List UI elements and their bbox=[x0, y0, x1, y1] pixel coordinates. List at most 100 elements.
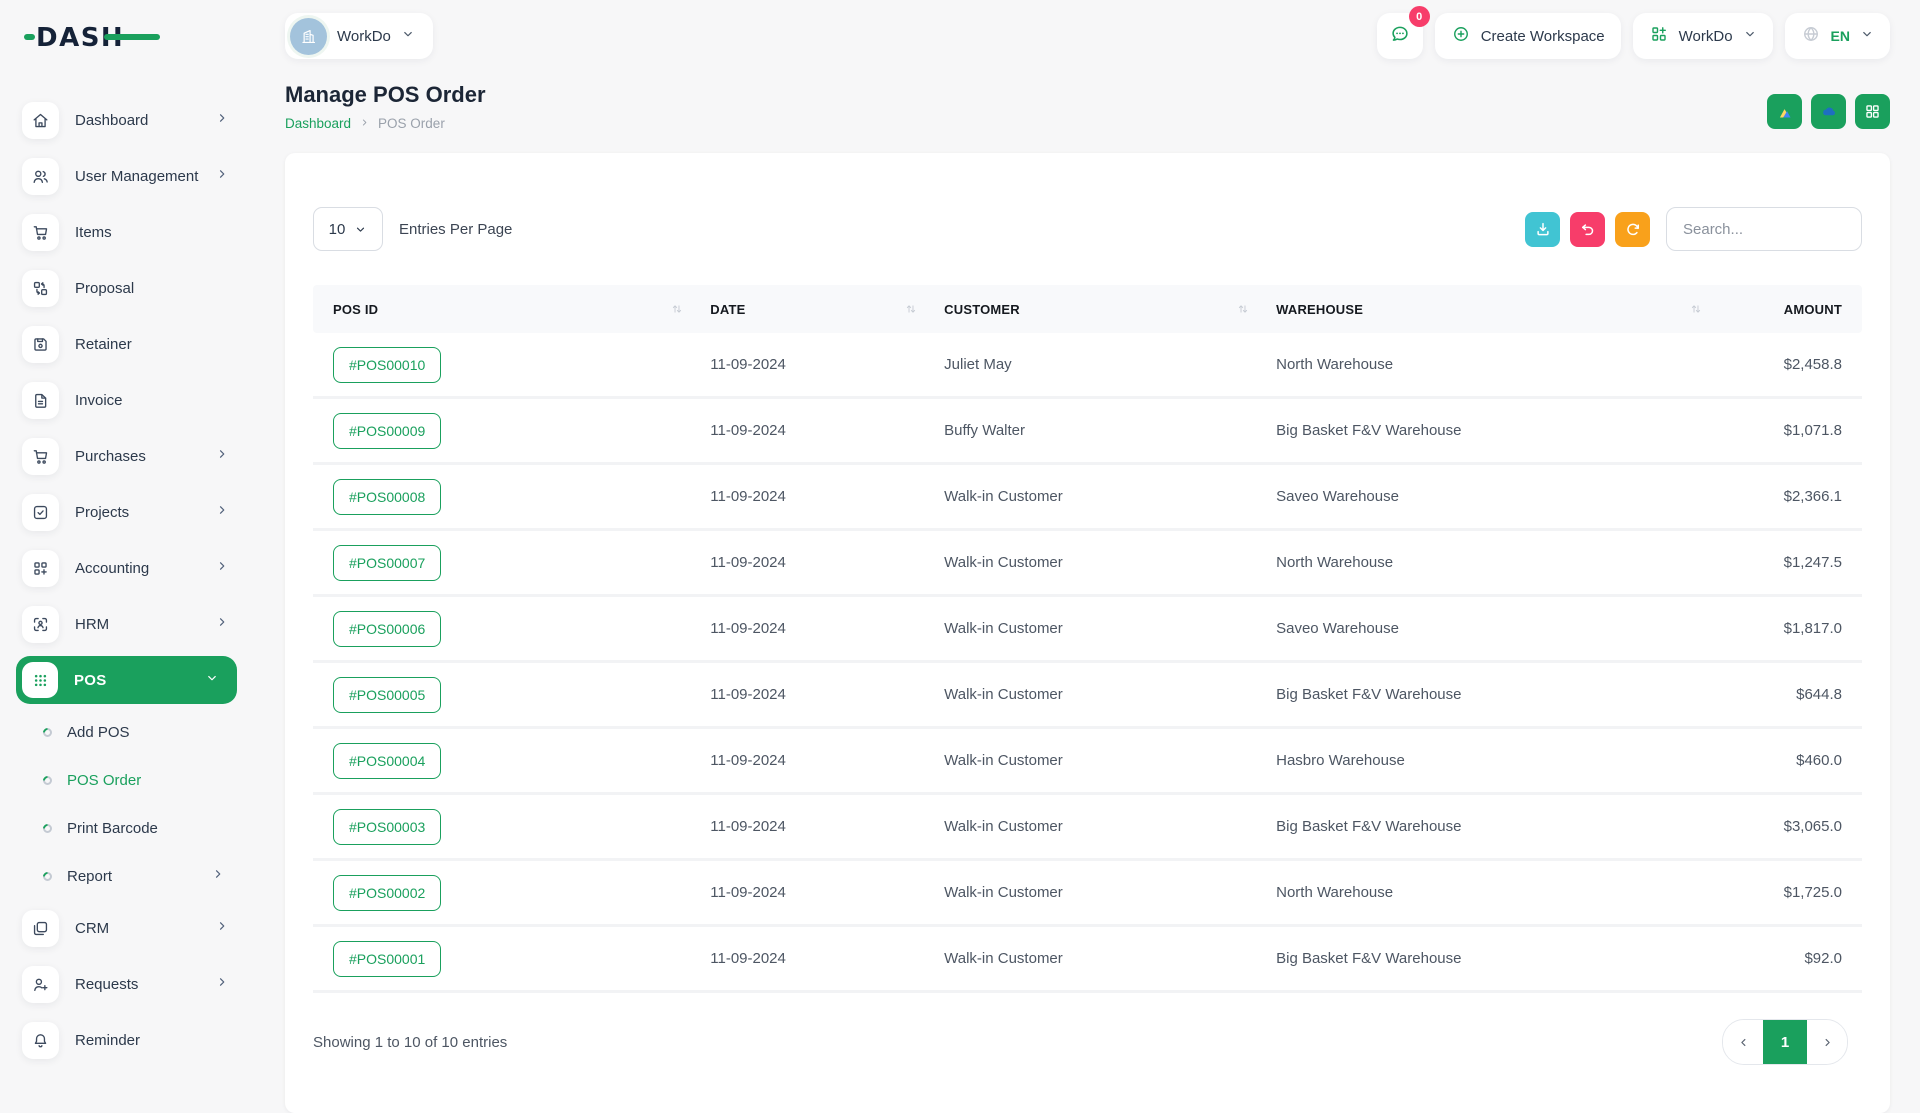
sidebar-item-label: Projects bbox=[75, 504, 199, 521]
pos-id-link[interactable]: #POS00004 bbox=[333, 743, 441, 779]
table-row: #POS00001 11-09-2024 Walk-in Customer Bi… bbox=[313, 927, 1862, 993]
download-icon bbox=[1534, 220, 1552, 238]
sidebar-item-purchases[interactable]: Purchases bbox=[0, 428, 253, 484]
sort-icon[interactable] bbox=[670, 302, 684, 316]
create-workspace-button[interactable]: Create Workspace bbox=[1435, 13, 1621, 59]
chevron-down-icon bbox=[1743, 27, 1757, 45]
grid-icon bbox=[1863, 102, 1882, 121]
refresh-button[interactable] bbox=[1615, 212, 1650, 247]
chevron-left-icon bbox=[1737, 1036, 1750, 1049]
breadcrumb-dashboard-link[interactable]: Dashboard bbox=[285, 116, 351, 131]
bullet-icon bbox=[41, 726, 54, 739]
pos-id-link[interactable]: #POS00008 bbox=[333, 479, 441, 515]
cell-date: 11-09-2024 bbox=[710, 884, 944, 901]
column-header-customer[interactable]: CUSTOMER bbox=[944, 302, 1276, 317]
sidebar-subitem-pos-order[interactable]: POS Order bbox=[0, 756, 253, 804]
workspace-selector[interactable]: WorkDo bbox=[285, 13, 433, 59]
pos-id-link[interactable]: #POS00010 bbox=[333, 347, 441, 383]
sidebar-subitem-add-pos[interactable]: Add POS bbox=[0, 708, 253, 756]
next-page-button[interactable] bbox=[1807, 1020, 1847, 1064]
pos-id-link[interactable]: #POS00003 bbox=[333, 809, 441, 845]
google-drive-button[interactable] bbox=[1767, 94, 1802, 129]
cell-amount: $1,247.5 bbox=[1729, 554, 1842, 571]
export-button[interactable] bbox=[1525, 212, 1560, 247]
pos-id-link[interactable]: #POS00005 bbox=[333, 677, 441, 713]
user-plus-icon bbox=[22, 966, 59, 1003]
pos-id-link[interactable]: #POS00002 bbox=[333, 875, 441, 911]
column-header-amount[interactable]: AMOUNT bbox=[1729, 302, 1842, 317]
sidebar-item-accounting[interactable]: Accounting bbox=[0, 540, 253, 596]
bell-icon bbox=[22, 1022, 59, 1059]
home-icon bbox=[22, 102, 59, 139]
pos-id-link[interactable]: #POS00007 bbox=[333, 545, 441, 581]
sidebar-item-reminder[interactable]: Reminder bbox=[0, 1012, 253, 1068]
language-code: EN bbox=[1831, 28, 1850, 44]
breadcrumb-current: POS Order bbox=[378, 116, 445, 131]
language-selector[interactable]: EN bbox=[1785, 13, 1890, 59]
sidebar-item-label: POS bbox=[74, 672, 189, 689]
pagination: 1 bbox=[1722, 1019, 1848, 1065]
workspace-switcher[interactable]: WorkDo bbox=[1633, 13, 1773, 59]
cell-warehouse: Big Basket F&V Warehouse bbox=[1276, 950, 1729, 967]
sidebar-item-requests[interactable]: Requests bbox=[0, 956, 253, 1012]
sidebar-item-label: Purchases bbox=[75, 448, 199, 465]
sidebar-item-invoice[interactable]: Invoice bbox=[0, 372, 253, 428]
main-content: Manage POS Order Dashboard POS Order 10 … bbox=[253, 72, 1920, 1080]
entries-per-page-label: Entries Per Page bbox=[399, 221, 512, 238]
chat-badge: 0 bbox=[1409, 6, 1430, 27]
column-header-warehouse[interactable]: WAREHOUSE bbox=[1276, 302, 1729, 317]
pos-id-link[interactable]: #POS00001 bbox=[333, 941, 441, 977]
sidebar-item-user-management[interactable]: User Management bbox=[0, 148, 253, 204]
sidebar-subitem-print-barcode[interactable]: Print Barcode bbox=[0, 804, 253, 852]
search-input[interactable] bbox=[1666, 207, 1862, 251]
chevron-down-icon bbox=[401, 27, 415, 45]
sidebar-item-proposal[interactable]: Proposal bbox=[0, 260, 253, 316]
pos-id-link[interactable]: #POS00006 bbox=[333, 611, 441, 647]
sidebar-item-label: Invoice bbox=[75, 392, 229, 409]
page-number-button[interactable]: 1 bbox=[1763, 1020, 1807, 1064]
sidebar-item-dashboard[interactable]: Dashboard bbox=[0, 92, 253, 148]
sidebar-item-hrm[interactable]: HRM bbox=[0, 596, 253, 652]
page-head: Manage POS Order Dashboard POS Order bbox=[285, 82, 1890, 131]
table-header-row: POS ID DATE CUSTOMER WAREHOUSE AMOUNT bbox=[313, 285, 1862, 333]
topbar: WorkDo 0 Create Workspace WorkDo EN bbox=[253, 0, 1920, 72]
column-header-pos-id[interactable]: POS ID bbox=[333, 302, 710, 317]
previous-page-button[interactable] bbox=[1723, 1020, 1763, 1064]
chat-button[interactable]: 0 bbox=[1377, 13, 1423, 59]
undo-button[interactable] bbox=[1570, 212, 1605, 247]
onedrive-button[interactable] bbox=[1811, 94, 1846, 129]
sidebar-item-crm[interactable]: CRM bbox=[0, 900, 253, 956]
sort-icon[interactable] bbox=[904, 302, 918, 316]
sort-icon[interactable] bbox=[1236, 302, 1250, 316]
cell-date: 11-09-2024 bbox=[710, 818, 944, 835]
sidebar-item-pos[interactable]: POS bbox=[16, 656, 237, 704]
cell-warehouse: North Warehouse bbox=[1276, 884, 1729, 901]
grid-view-button[interactable] bbox=[1855, 94, 1890, 129]
chevron-right-icon bbox=[215, 503, 229, 522]
entries-per-page-select[interactable]: 10 bbox=[313, 207, 383, 251]
dots-grid-icon bbox=[22, 662, 58, 698]
pos-id-link[interactable]: #POS00009 bbox=[333, 413, 441, 449]
sidebar-item-label: Accounting bbox=[75, 560, 199, 577]
table-row: #POS00009 11-09-2024 Buffy Walter Big Ba… bbox=[313, 399, 1862, 465]
chevron-down-icon bbox=[354, 223, 367, 236]
sidebar-item-retainer[interactable]: Retainer bbox=[0, 316, 253, 372]
cell-amount: $460.0 bbox=[1729, 752, 1842, 769]
cell-customer: Walk-in Customer bbox=[944, 752, 1276, 769]
sort-icon[interactable] bbox=[1689, 302, 1703, 316]
app-logo[interactable]: DASH bbox=[0, 0, 253, 72]
sidebar-subitem-report[interactable]: Report bbox=[0, 852, 253, 900]
swap-icon bbox=[22, 270, 59, 307]
cell-customer: Walk-in Customer bbox=[944, 818, 1276, 835]
chevron-right-icon bbox=[215, 615, 229, 634]
column-header-date[interactable]: DATE bbox=[710, 302, 944, 317]
table-toolbar: 10 Entries Per Page bbox=[313, 153, 1862, 251]
sidebar-item-items[interactable]: Items bbox=[0, 204, 253, 260]
chevron-right-icon bbox=[215, 111, 229, 130]
google-drive-icon bbox=[1775, 102, 1794, 121]
sidebar-subitem-label: Add POS bbox=[67, 724, 225, 741]
cell-warehouse: North Warehouse bbox=[1276, 356, 1729, 373]
sidebar-item-label: User Management bbox=[75, 168, 199, 185]
cell-amount: $1,817.0 bbox=[1729, 620, 1842, 637]
sidebar-item-projects[interactable]: Projects bbox=[0, 484, 253, 540]
